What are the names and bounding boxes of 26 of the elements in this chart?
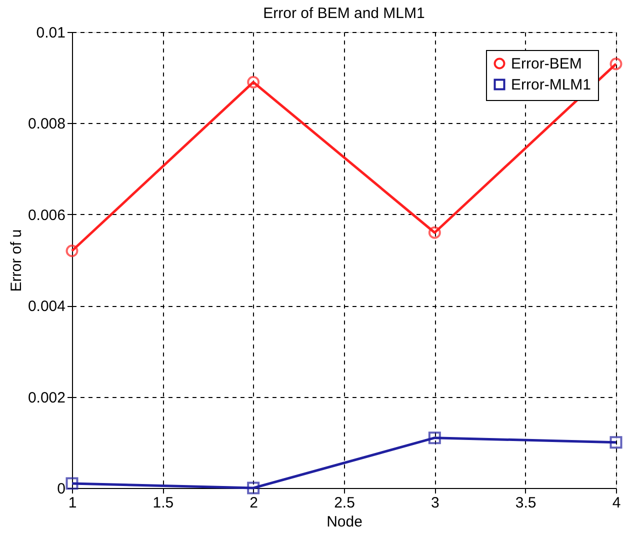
x-tick-label: 4: [612, 494, 621, 512]
x-axis-title: Node: [326, 514, 362, 530]
point: [428, 432, 441, 444]
point: [66, 477, 78, 490]
y-tick-label: 0.002: [28, 389, 66, 406]
point: [66, 244, 78, 258]
point: [247, 482, 260, 494]
point: [610, 58, 622, 70]
y-tick-label: 0.008: [28, 116, 66, 133]
x-tick-label: 1.5: [152, 494, 174, 512]
point: [428, 226, 441, 239]
legend-label: Error-BEM: [511, 56, 582, 72]
x-tick-label: 3: [430, 494, 440, 512]
chart-title: Error of BEM and MLM1: [263, 5, 425, 22]
x-tick-label: 1: [68, 494, 77, 512]
y-tick-label: 0.01: [36, 24, 66, 42]
legend-label: Error-MLM1: [511, 76, 592, 94]
y-axis-title: Error of u: [8, 229, 25, 292]
y-tick-label: 0.006: [28, 206, 66, 224]
x-tick-label: 2.5: [334, 494, 355, 512]
point: [247, 76, 260, 88]
x-tick-label: 3.5: [515, 494, 536, 512]
x-tick-label: 2: [250, 494, 258, 512]
y-tick-label: 0.004: [28, 298, 66, 316]
point: [610, 436, 622, 449]
y-tick-label: 0: [57, 480, 66, 498]
